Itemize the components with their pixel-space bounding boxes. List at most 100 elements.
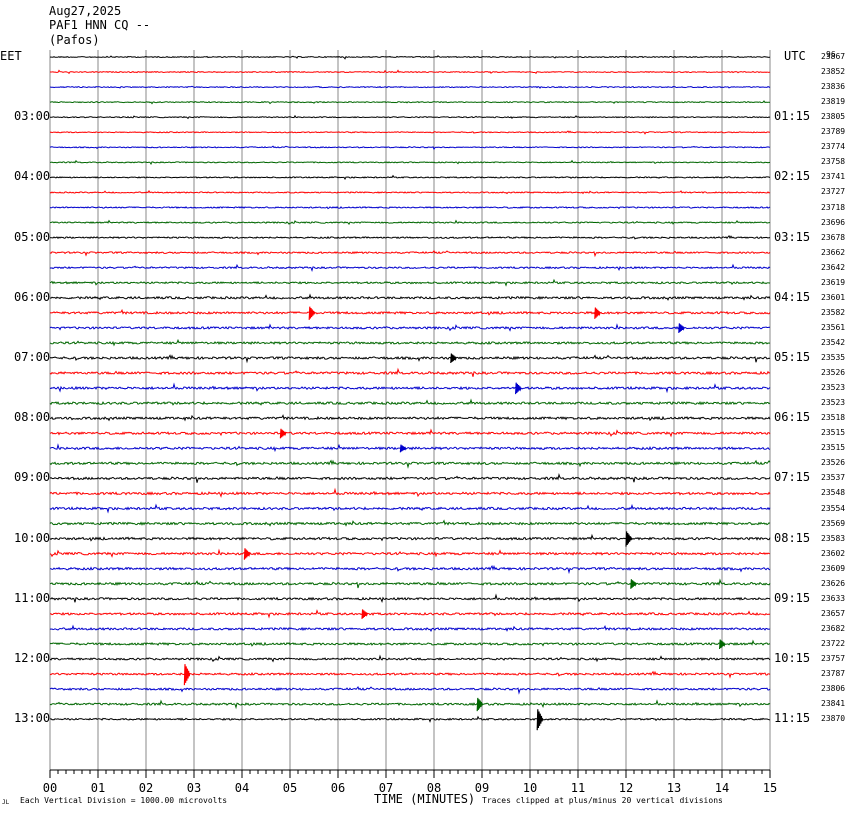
right-timezone-label: UTC <box>784 49 806 63</box>
trace-line-25 <box>49 428 771 438</box>
trace-line-3 <box>49 100 771 105</box>
trace-line-18 <box>49 323 770 332</box>
logo-mark: JL <box>2 799 10 806</box>
left-hour-label: 04:00 <box>14 169 51 184</box>
trace-offset-label: 23523 <box>821 383 846 393</box>
right-hour-label: 10:15 <box>774 651 811 665</box>
left-hour-label: 05:00 <box>14 229 51 244</box>
trace-offset-label: 23678 <box>821 232 846 242</box>
trace-line-19 <box>49 338 771 347</box>
event-spike-3 <box>450 353 457 364</box>
scale-note: Each Vertical Division = 1000.00 microvo… <box>20 796 228 805</box>
right-hour-label: 11:15 <box>774 711 811 726</box>
left-hour-label: 11:00 <box>14 590 51 605</box>
event-spike-14 <box>536 709 544 731</box>
x-tick-label: 07 <box>379 781 393 795</box>
trace-line-28 <box>49 472 771 483</box>
event-spike-1 <box>594 307 601 319</box>
trace-line-30 <box>49 503 771 514</box>
trace-offset-label: 23657 <box>821 608 846 618</box>
trace-offset-label: 23626 <box>821 578 846 588</box>
left-hour-label: 08:00 <box>14 410 51 425</box>
trace-offset-label: 23518 <box>821 413 846 423</box>
trace-line-27 <box>49 459 771 469</box>
trace-line-36 <box>49 593 771 604</box>
trace-offset-label: 23523 <box>821 398 846 408</box>
x-tick-label: 15 <box>763 781 777 795</box>
trace-line-1 <box>50 69 771 75</box>
left-timezone-label: EET <box>0 49 22 63</box>
event-spike-0 <box>308 306 316 320</box>
trace-offset-label: 23682 <box>821 623 846 633</box>
trace-line-4 <box>50 114 771 120</box>
trace-line-6 <box>49 145 771 151</box>
trace-line-2 <box>50 85 771 89</box>
location-label: (Pafos) <box>49 33 100 47</box>
trace-offset-label: 23867 <box>821 52 846 61</box>
trace-offset-label: 23554 <box>821 503 846 513</box>
event-spike-9 <box>630 579 637 589</box>
event-spike-5 <box>279 428 287 439</box>
x-tick-label: 11 <box>571 781 585 795</box>
trace-offset-label: 23805 <box>821 112 846 122</box>
trace-line-35 <box>49 578 771 589</box>
clip-note: Traces clipped at plus/minus 20 vertical… <box>482 796 723 805</box>
x-tick-label: 00 <box>43 781 57 795</box>
trace-offset-label: 23633 <box>821 593 846 603</box>
trace-offset-label: 23535 <box>821 353 846 362</box>
trace-offset-label: 23727 <box>821 187 846 197</box>
trace-line-5 <box>49 130 771 135</box>
trace-offset-label: 23526 <box>821 458 846 468</box>
trace-offset-label: 23582 <box>821 307 846 317</box>
trace-line-14 <box>49 263 771 272</box>
trace-offset-label: 23515 <box>821 443 846 453</box>
right-hour-label: 01:15 <box>774 109 811 124</box>
trace-offset-label: 23819 <box>821 97 846 107</box>
x-tick-label: 10 <box>523 781 537 795</box>
trace-offset-label: 23601 <box>821 292 846 302</box>
x-tick-label: 04 <box>235 781 249 795</box>
trace-offset-label: 23569 <box>821 518 846 528</box>
trace-offset-label: 23642 <box>821 262 846 272</box>
left-hour-label: 07:00 <box>14 350 51 364</box>
trace-offset-label: 23602 <box>821 548 846 558</box>
trace-line-22 <box>49 382 771 394</box>
trace-offset-label: 23515 <box>821 428 846 438</box>
trace-offset-label: 23841 <box>821 699 846 709</box>
trace-offset-label: 23526 <box>821 368 846 378</box>
x-tick-label: 14 <box>715 781 729 795</box>
x-tick-label: 08 <box>427 781 441 795</box>
trace-offset-label: 23789 <box>821 127 846 137</box>
trace-line-38 <box>49 624 771 632</box>
trace-line-29 <box>49 487 771 498</box>
trace-line-8 <box>49 174 771 181</box>
trace-offset-label: 23787 <box>821 669 846 679</box>
trace-line-42 <box>49 686 771 695</box>
trace-line-39 <box>49 639 771 647</box>
left-hour-label: 13:00 <box>14 711 51 726</box>
x-axis-title: TIME (MINUTES) <box>374 792 476 806</box>
trace-line-37 <box>49 609 771 619</box>
trace-offset-label: 23757 <box>821 654 846 663</box>
right-hour-label: 02:15 <box>774 169 811 184</box>
x-tick-label: 09 <box>475 781 489 795</box>
x-tick-label: 02 <box>139 781 153 795</box>
event-spike-13 <box>476 697 484 712</box>
trace-offset-label: 23870 <box>821 714 846 724</box>
trace-line-26 <box>49 443 771 453</box>
trace-line-0 <box>49 55 771 60</box>
left-hour-label: 12:00 <box>14 651 51 665</box>
x-tick-label: 01 <box>91 781 105 795</box>
event-spike-6 <box>399 444 407 453</box>
event-spike-11 <box>719 639 726 650</box>
trace-line-12 <box>49 235 771 240</box>
x-tick-label: 03 <box>187 781 201 795</box>
right-hour-label: 04:15 <box>774 289 811 304</box>
trace-line-15 <box>49 278 771 287</box>
trace-line-33 <box>49 548 771 558</box>
right-hour-label: 05:15 <box>774 350 811 364</box>
trace-line-41 <box>49 670 771 679</box>
trace-line-23 <box>49 398 771 406</box>
top-right-marker: 96 <box>826 50 836 59</box>
